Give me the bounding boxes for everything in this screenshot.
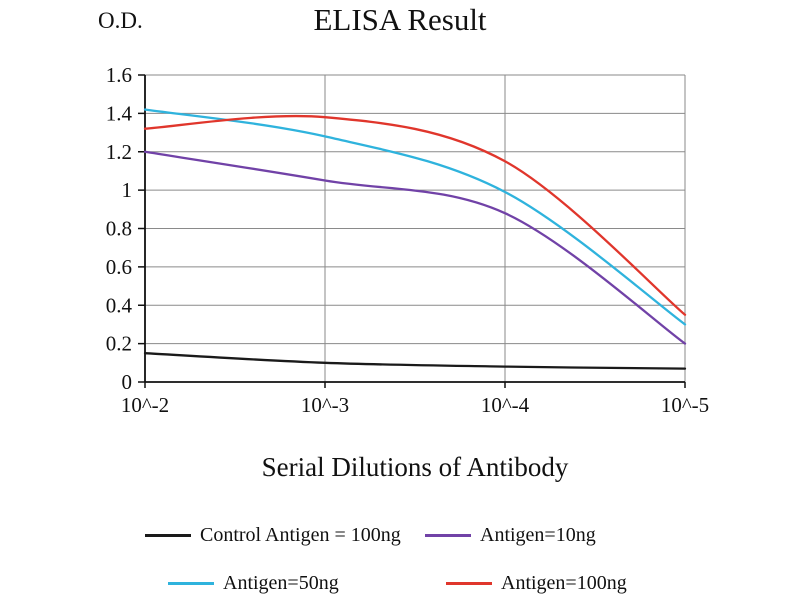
- y-tick-label: 1.6: [106, 63, 132, 87]
- y-tick-label: 0: [122, 370, 133, 394]
- legend-swatch: [446, 582, 492, 585]
- y-tick-label: 0.8: [106, 217, 132, 241]
- legend-swatch: [145, 534, 191, 537]
- series-line-1: [143, 150, 687, 345]
- y-tick-label: 0.2: [106, 332, 132, 356]
- chart-title: ELISA Result: [313, 2, 487, 37]
- x-tick-label: 10^-3: [301, 393, 349, 417]
- x-tick-label: 10^-2: [121, 393, 169, 417]
- legend-item: Control Antigen = 100ng: [145, 524, 401, 547]
- y-tick-label: 0.6: [106, 255, 132, 279]
- series-line-3: [143, 114, 687, 316]
- legend-swatch: [425, 534, 471, 537]
- y-axis-title: O.D.: [98, 8, 143, 33]
- x-tick-label: 10^-4: [481, 393, 530, 417]
- plot-area: 0 0.2 0.4 0.6 0.8 1 1.2 1.4 1.6 10^-2 10^-3 10^-4 10…: [106, 63, 709, 417]
- legend-label: Antigen=10ng: [480, 524, 596, 546]
- y-tick-label: 1.4: [106, 101, 133, 125]
- legend-item: Antigen=50ng: [168, 572, 339, 595]
- y-tick-label: 1.2: [106, 140, 132, 164]
- legend-label: Control Antigen = 100ng: [200, 524, 401, 546]
- x-axis-title: Serial Dilutions of Antibody: [261, 452, 569, 482]
- y-tick-label: 1: [122, 178, 133, 202]
- legend-swatch: [168, 582, 214, 585]
- legend-label: Antigen=50ng: [223, 572, 339, 594]
- legend-item: Antigen=10ng: [425, 524, 596, 547]
- series-line-2: [143, 108, 687, 326]
- legend-item: Antigen=100ng: [446, 572, 627, 595]
- legend-label: Antigen=100ng: [501, 572, 627, 594]
- y-tick-label: 0.4: [106, 293, 133, 317]
- x-tick-label: 10^-5: [661, 393, 709, 417]
- series-line-0: [143, 352, 687, 370]
